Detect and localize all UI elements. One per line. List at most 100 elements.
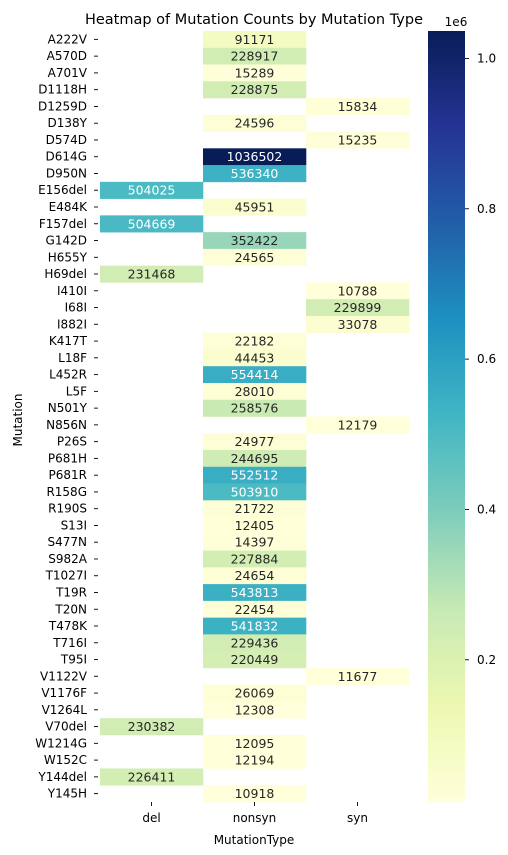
y-tick-label: L5F [66, 384, 87, 398]
heatmap-cell [203, 533, 307, 551]
y-tick-label: E484K [49, 200, 88, 214]
cell-value-label: 230382 [128, 719, 176, 734]
cell-value-label: 15289 [235, 65, 275, 80]
y-tick-label: N856N [46, 418, 87, 432]
y-tick-label: A570D [47, 49, 87, 63]
cell-value-label: 21722 [235, 501, 275, 516]
cell-value-label: 228875 [231, 82, 279, 97]
y-tick-label: V1264L [42, 703, 88, 717]
heatmap-cell [100, 718, 204, 736]
cell-value-label: 12095 [235, 736, 275, 751]
heatmap-cell [306, 315, 410, 333]
colorbar-tick-label: 0.4 [477, 502, 496, 516]
cell-value-label: 22182 [235, 334, 275, 349]
y-tick-label: I410I [57, 284, 87, 298]
heatmap-cell [306, 299, 410, 317]
x-tick-label: del [142, 811, 160, 825]
cell-value-label: 91171 [235, 32, 275, 47]
heatmap-cell [306, 667, 410, 685]
heatmap-cell [203, 47, 307, 65]
x-tick-label: syn [347, 811, 368, 825]
cell-value-label: 14397 [235, 535, 275, 550]
y-tick-label: P681R [49, 468, 87, 482]
cell-value-label: 229436 [231, 635, 279, 650]
cell-value-label: 503910 [231, 484, 279, 499]
colorbar [428, 31, 465, 802]
y-tick-label: V1122V [40, 669, 88, 683]
heatmap-cell [100, 215, 204, 233]
y-tick-label: D138Y [48, 116, 88, 130]
heatmap-cell [203, 684, 307, 702]
heatmap-cell [203, 366, 307, 384]
y-tick-label: V1176F [41, 686, 87, 700]
cell-value-label: 24565 [235, 250, 275, 265]
cell-value-label: 10918 [235, 786, 275, 801]
y-tick-label: L452R [49, 368, 87, 382]
y-tick-label: E156del [38, 183, 87, 197]
heatmap-cell [203, 734, 307, 753]
cell-value-label: 12179 [338, 417, 378, 432]
y-tick-label: D950N [46, 166, 87, 180]
heatmap-cell [203, 600, 307, 618]
cell-value-label: 554414 [231, 367, 279, 382]
cell-value-label: 536340 [231, 166, 279, 181]
heatmap-cell [203, 349, 307, 367]
y-tick-label: A222V [48, 32, 88, 46]
heatmap-cell [306, 282, 410, 300]
cell-value-label: 44453 [235, 350, 275, 365]
y-tick-label: N501Y [48, 401, 88, 415]
heatmap-cell [203, 232, 307, 250]
y-tick-label: Y145H [47, 787, 87, 801]
y-tick-labels: A222V A570D A701V D1118H D1259D D138Y D574D D61… [35, 32, 98, 801]
heatmap-cell [203, 114, 307, 132]
cell-value-label: 45951 [235, 199, 275, 214]
cell-value-label: 10788 [338, 283, 378, 298]
cell-value-label: 33078 [338, 317, 378, 332]
heatmap-cell [203, 31, 307, 49]
y-tick-label: Y144del [37, 770, 87, 784]
y-tick-label: P26S [57, 435, 87, 449]
y-tick-label: R190S [48, 502, 87, 516]
cell-value-label: 228917 [231, 49, 279, 64]
x-tick-label: nonsyn [233, 811, 277, 825]
cell-value-label: 258576 [231, 401, 279, 416]
y-tick-label: T716I [52, 636, 87, 650]
y-tick-label: G142D [46, 234, 87, 248]
cell-value-label: 552512 [231, 468, 279, 483]
cell-value-label: 24596 [235, 116, 275, 131]
heatmap-cell [203, 634, 307, 652]
cell-value-label: 15834 [338, 99, 378, 114]
heatmap-cell [203, 466, 307, 484]
cell-value-label: 541832 [231, 619, 279, 634]
y-tick-label: T20N [54, 602, 87, 616]
colorbar-tick-label: 0.6 [477, 352, 496, 366]
cell-value-label: 22454 [235, 602, 275, 617]
y-tick-label: V70del [45, 720, 87, 734]
colorbar-tick-label: 1.0 [477, 51, 496, 65]
y-tick-label: R158G [46, 485, 87, 499]
cell-value-label: 220449 [231, 652, 279, 667]
colorbar-tick-label: 0.8 [477, 202, 496, 216]
y-tick-label: W152C [44, 753, 87, 767]
cell-value-label: 352422 [231, 233, 279, 248]
y-tick-label: H655Y [48, 250, 88, 264]
heatmap-cell [203, 433, 307, 451]
heatmap-cell [100, 768, 204, 786]
y-tick-label: I882I [57, 317, 87, 331]
heatmap-cell [203, 500, 307, 518]
cell-value-label: 24977 [235, 434, 275, 449]
heatmap-cell [203, 785, 307, 803]
cell-value-label: 28010 [235, 384, 275, 399]
y-tick-label: L18F [58, 351, 87, 365]
heatmap-cell [203, 332, 307, 350]
y-tick-label: I68I [65, 301, 87, 315]
y-tick-label: H69del [44, 267, 87, 281]
heatmap-cell [100, 265, 204, 283]
heatmap-cell [203, 450, 307, 468]
heatmap-cell [203, 567, 307, 585]
y-tick-label: T19R [55, 585, 87, 599]
cell-value-label: 543813 [231, 585, 279, 600]
heatmap-cell [203, 517, 307, 535]
